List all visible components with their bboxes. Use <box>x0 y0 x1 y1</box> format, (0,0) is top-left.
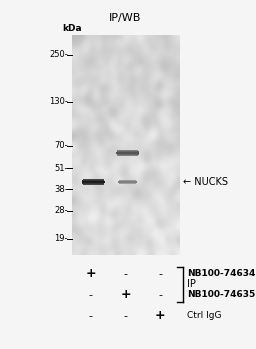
Text: 38-: 38- <box>54 185 68 194</box>
Text: -: - <box>158 290 162 300</box>
Text: 28-: 28- <box>54 207 68 215</box>
Text: -: - <box>158 269 162 279</box>
Text: 70-: 70- <box>54 141 68 150</box>
Text: -: - <box>89 290 93 300</box>
Text: IP/WB: IP/WB <box>109 13 142 23</box>
Text: ← NUCKS: ← NUCKS <box>183 177 228 187</box>
Text: -: - <box>89 311 93 321</box>
Text: 250-: 250- <box>49 50 68 59</box>
Text: +: + <box>120 288 131 302</box>
Text: +: + <box>86 267 96 281</box>
Text: NB100-74634: NB100-74634 <box>187 269 255 279</box>
Text: NB100-74635: NB100-74635 <box>187 290 255 299</box>
Text: 19-: 19- <box>54 234 68 243</box>
Text: -: - <box>123 269 127 279</box>
Text: 130-: 130- <box>49 97 68 106</box>
Text: IP: IP <box>187 280 196 289</box>
Text: -: - <box>123 311 127 321</box>
Text: +: + <box>155 309 165 322</box>
Text: Ctrl IgG: Ctrl IgG <box>187 311 221 320</box>
Text: 51-: 51- <box>54 164 68 173</box>
Text: kDa: kDa <box>63 24 82 33</box>
